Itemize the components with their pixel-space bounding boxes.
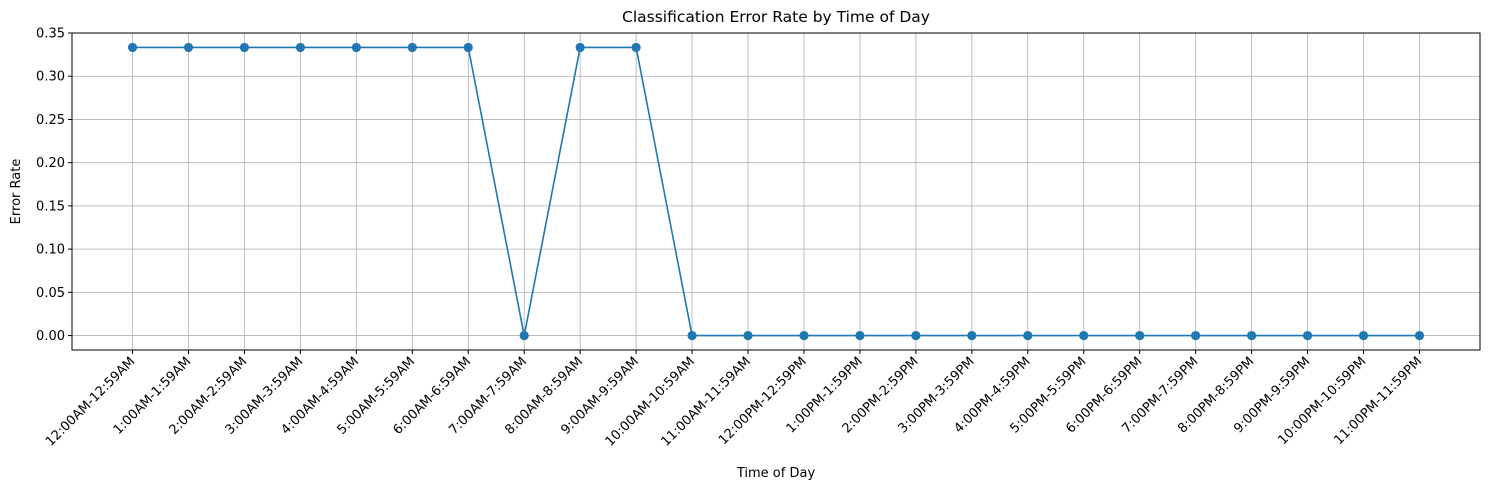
axes	[71, 32, 1481, 351]
y-tick-label: 0.00	[36, 329, 65, 344]
series-line	[132, 46, 1420, 337]
data-point	[295, 42, 306, 53]
data-point	[1023, 330, 1033, 341]
y-tick-label: 0.15	[36, 199, 65, 214]
data-point	[855, 330, 865, 341]
data-point	[1302, 330, 1313, 341]
data-point	[1358, 330, 1369, 341]
y-tick-label: 0.20	[36, 156, 65, 171]
data-point	[463, 42, 473, 53]
y-axis-title: Error Rate	[9, 159, 24, 225]
data-point	[1414, 330, 1425, 341]
data-point	[911, 330, 921, 341]
grid	[72, 32, 1480, 350]
chart-title: Classification Error Rate by Time of Day	[622, 8, 930, 26]
data-point	[687, 330, 697, 341]
marker-layer	[127, 42, 1425, 341]
data-point	[183, 42, 194, 53]
series-line-layer	[132, 46, 1420, 337]
data-point	[407, 42, 417, 53]
data-point	[351, 42, 361, 53]
data-point	[575, 42, 585, 53]
data-point	[967, 330, 977, 341]
data-point	[1246, 330, 1257, 341]
x-axis-title: Time of Day	[736, 466, 816, 481]
y-tick-label: 0.30	[36, 70, 65, 85]
y-tick-label: 0.10	[36, 243, 65, 258]
data-point	[1191, 330, 1201, 341]
plot-frame	[71, 32, 1481, 351]
y-tick-label: 0.35	[36, 27, 65, 42]
data-point	[239, 42, 250, 53]
data-point	[1079, 330, 1089, 341]
data-point	[1135, 330, 1145, 341]
data-point	[799, 330, 809, 341]
data-point	[631, 42, 641, 53]
y-tick-label: 0.25	[36, 113, 65, 128]
data-point	[519, 330, 529, 341]
data-point	[743, 330, 753, 341]
y-tick-label: 0.05	[36, 286, 65, 301]
data-point	[127, 42, 138, 53]
y-axis-ticks: 0.00 0.05 0.10 0.15 0.20 0.25 0.30 0.35	[36, 27, 72, 344]
